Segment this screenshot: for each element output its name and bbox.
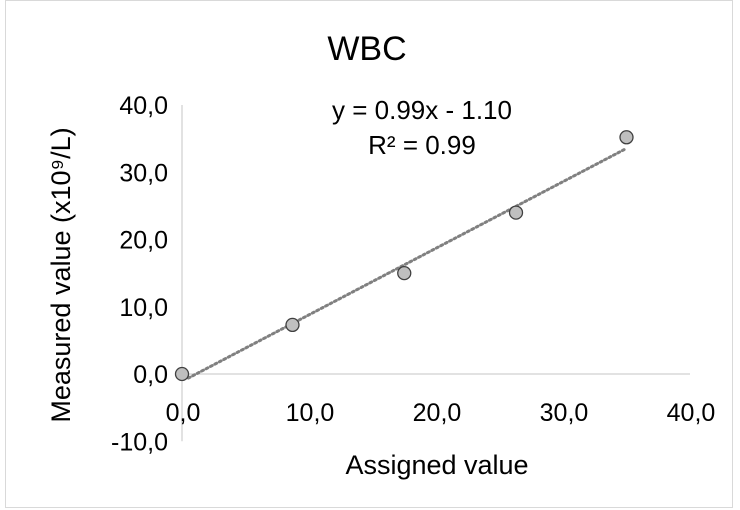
axes [181,105,690,442]
data-point [619,130,634,145]
data-point [508,205,524,220]
y-axis-label: Measured value (x10⁹/L) [46,127,76,422]
y-tick-label: 10,0 [119,294,168,322]
trendline-r-squared: R² = 0.99 [368,130,476,160]
x-tick-label: 40,0 [667,399,716,427]
x-tick-label: 0,0 [166,399,201,427]
x-tick-label: 30,0 [540,399,589,427]
x-tick-label: 20,0 [413,399,462,427]
x-tick-label: 10,0 [286,399,335,427]
y-tick-label: 20,0 [119,227,168,255]
trendline [186,146,628,380]
x-axis-label: Assigned value [345,450,528,480]
data-points [174,130,634,382]
tick-labels: -10,00,010,020,030,040,00,0 10,0 20,0 30,0 4… [111,92,715,456]
trendline-layer [186,146,628,380]
y-tick-label: 40,0 [119,92,168,120]
data-point [397,265,412,281]
y-tick-label: 0,0 [133,361,168,389]
trendline-equation: y = 0.99x - 1.10 [332,95,512,125]
data-point [285,317,300,333]
chart-area [5,0,733,508]
data-point [174,366,190,382]
y-tick-label: -10,0 [111,428,168,456]
y-tick-label: 30,0 [119,159,168,187]
chart-title: WBC [327,30,406,68]
